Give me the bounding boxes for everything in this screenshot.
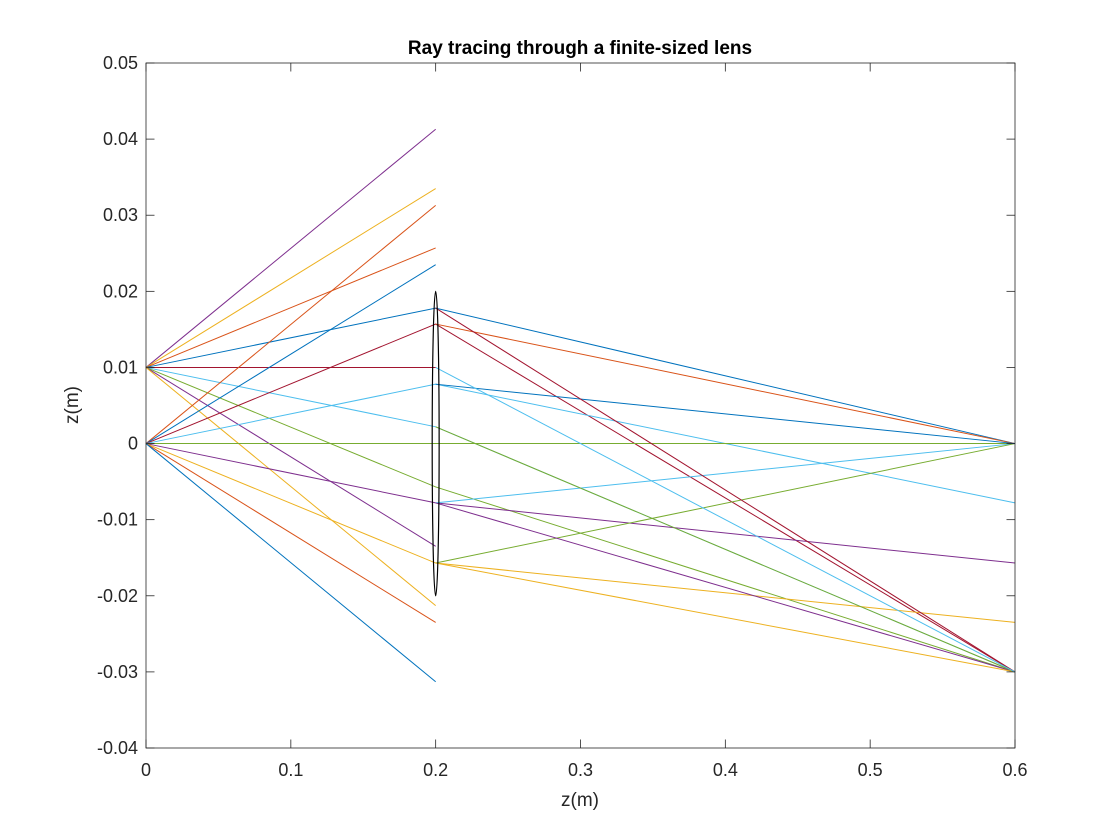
y-tick-label-6: 0.02 xyxy=(103,281,138,301)
ray-series-7 xyxy=(145,367,436,547)
y-tick-label-7: 0.03 xyxy=(103,205,138,225)
chart-title: Ray tracing through a finite-sized lens xyxy=(408,38,752,59)
ray-series-21 xyxy=(435,383,1016,445)
y-axis-label: z(m) xyxy=(62,386,83,424)
ray-series-8 xyxy=(145,367,436,607)
x-tick-label-1: 0.1 xyxy=(278,760,303,780)
lens-ellipse xyxy=(431,290,440,597)
lens-layer xyxy=(431,290,440,597)
ray-series-10 xyxy=(145,264,436,444)
ray-series-20 xyxy=(435,323,1016,445)
x-tick-label-0: 0 xyxy=(141,760,151,780)
ray-series-17 xyxy=(145,443,436,683)
ray-series-layer xyxy=(145,128,1016,683)
y-tick-label-4: 0 xyxy=(128,434,138,454)
ray-series-25 xyxy=(435,426,1016,673)
ray-series-1 xyxy=(145,188,436,368)
y-tick-label-0: -0.04 xyxy=(97,738,138,758)
ray-series-6 xyxy=(145,366,1016,673)
ray-series-23 xyxy=(435,562,1016,673)
ray-series-9 xyxy=(145,204,436,444)
ray-series-24 xyxy=(435,307,1016,673)
x-tick-label-2: 0.2 xyxy=(423,760,448,780)
y-tick-label-3: -0.01 xyxy=(97,510,138,530)
ray-series-2 xyxy=(145,247,436,368)
y-tick-label-8: 0.04 xyxy=(103,129,138,149)
x-tick-label-5: 0.5 xyxy=(858,760,883,780)
x-tick-label-6: 0.6 xyxy=(1002,760,1027,780)
ray-series-0 xyxy=(145,128,436,368)
y-tick-label-9: 0.05 xyxy=(103,53,138,73)
plot-area: 0 0.1 0.2 0.3 0.4 0.5 0.6 -0.04 -0.03 -0.02 -0.01 0… xyxy=(97,53,1028,780)
y-tick-label-5: 0.01 xyxy=(103,357,138,377)
x-tick-label-3: 0.3 xyxy=(568,760,593,780)
ticks-layer: 0 0.1 0.2 0.3 0.4 0.5 0.6 -0.04 -0.03 -0.02 -0.01 0… xyxy=(97,53,1028,780)
x-tick-label-4: 0.4 xyxy=(713,760,738,780)
x-axis-label: z(m) xyxy=(561,790,599,811)
ray-series-18 xyxy=(435,443,1016,504)
ray-series-22 xyxy=(435,502,1016,673)
y-tick-label-2: -0.02 xyxy=(97,586,138,606)
ray-series-19 xyxy=(435,443,1016,564)
axes-background xyxy=(146,63,1015,748)
ray-series-26 xyxy=(435,366,1016,673)
ray-series-16 xyxy=(145,443,436,623)
y-tick-label-1: -0.03 xyxy=(97,662,138,682)
